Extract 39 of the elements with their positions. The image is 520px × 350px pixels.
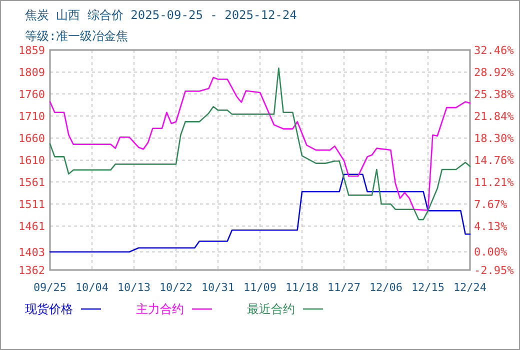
y-tick-label: 1362 [18, 264, 45, 277]
y2-tick-label: 18.30% [474, 132, 514, 145]
y2-tick-label: 4.13% [474, 220, 508, 234]
x-tick-label: 10/13 [117, 281, 151, 294]
x-tick-label: 10/04 [75, 281, 109, 294]
y-tick-label: 1660 [18, 132, 45, 146]
y2-tick-label: 28.92% [474, 66, 514, 79]
x-tick-label: 11/18 [285, 281, 319, 294]
y-tick-label: 1610 [18, 154, 45, 168]
x-tick-label: 11/27 [327, 281, 361, 294]
x-tick-label: 10/22 [159, 281, 193, 294]
x-tick-label: 12/15 [411, 281, 445, 294]
x-tick-label: 12/24 [453, 281, 487, 294]
chart-subtitle: 等级:准一级冶金焦 [25, 29, 128, 43]
chart-title: 焦炭 山西 综合价 2025-09-25 - 2025-12-24 [25, 8, 297, 22]
legend-label: 现货价格 [25, 302, 73, 316]
y-tick-label: 1710 [18, 110, 45, 123]
y-tick-label: 1511 [18, 198, 45, 212]
y2-tick-label: 14.76% [474, 154, 514, 167]
y2-tick-label: -2.95% [474, 264, 514, 277]
x-tick-label: 09/25 [33, 281, 67, 294]
x-tick-label: 11/09 [243, 281, 277, 294]
y2-tick-label: 32.46% [474, 44, 514, 57]
line-series [49, 174, 471, 252]
y2-tick-label: 25.38% [474, 88, 514, 101]
x-tick-label: 10/31 [201, 281, 235, 294]
y2-tick-label: 7.67% [474, 198, 508, 212]
y-tick-label: 1859 [18, 44, 45, 57]
y2-tick-label: 11.21% [474, 176, 514, 190]
legend-label: 主力合约 [136, 302, 184, 316]
y2-tick-label: 0.00% [474, 246, 508, 259]
y-tick-label: 1403 [18, 246, 45, 259]
legend-label: 最近合约 [247, 302, 295, 316]
y-tick-label: 1561 [18, 176, 45, 189]
y-tick-label: 1809 [18, 66, 45, 80]
y-tick-label: 1461 [18, 220, 45, 234]
y-tick-label: 1760 [18, 88, 45, 101]
y2-tick-label: 21.84% [474, 110, 514, 123]
x-tick-label: 12/06 [369, 281, 403, 294]
